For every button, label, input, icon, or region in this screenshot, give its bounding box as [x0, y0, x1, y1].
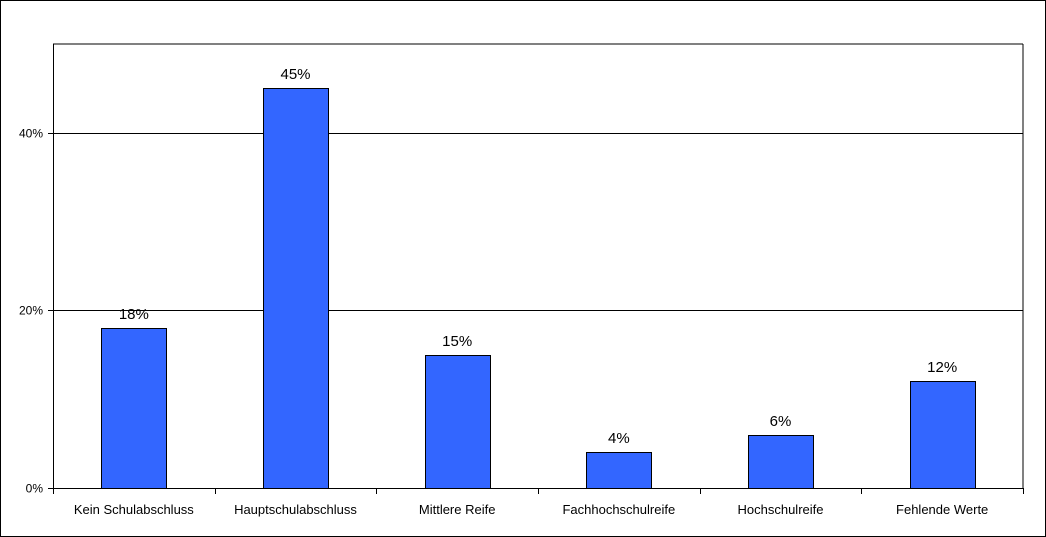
- x-tick-label: Hochschulreife: [738, 502, 824, 517]
- data-label: 15%: [442, 333, 472, 350]
- bar: [910, 381, 976, 489]
- bar: [263, 88, 329, 489]
- y-tick-labels: 0% 20% 40%: [19, 127, 43, 496]
- x-tick-label: Fehlende Werte: [896, 502, 988, 517]
- x-tick-label: Hauptschulabschluss: [234, 502, 357, 517]
- data-label: 18%: [119, 306, 149, 323]
- bar: [425, 355, 491, 489]
- y-tick-label: 20%: [19, 304, 43, 318]
- data-label: 6%: [770, 413, 792, 430]
- bar: [101, 328, 167, 489]
- y-tick-label: 40%: [19, 127, 43, 141]
- data-label: 12%: [927, 359, 957, 376]
- data-labels: 18% 45% 15% 4% 6% 12%: [119, 66, 957, 447]
- bar: [586, 452, 652, 489]
- gridlines: [53, 43, 1024, 488]
- data-label: 4%: [608, 430, 630, 447]
- y-tick-label: 0%: [26, 482, 44, 496]
- x-tick-label: Mittlere Reife: [419, 502, 496, 517]
- x-tick-label: Kein Schulabschluss: [74, 502, 194, 517]
- data-label: 45%: [280, 66, 310, 83]
- bar: [748, 435, 814, 489]
- x-tick-label: Fachhochschulreife: [562, 502, 675, 517]
- axes: [48, 44, 1024, 494]
- x-tick-labels: Kein Schulabschluss Hauptschulabschluss Mi…: [74, 502, 988, 517]
